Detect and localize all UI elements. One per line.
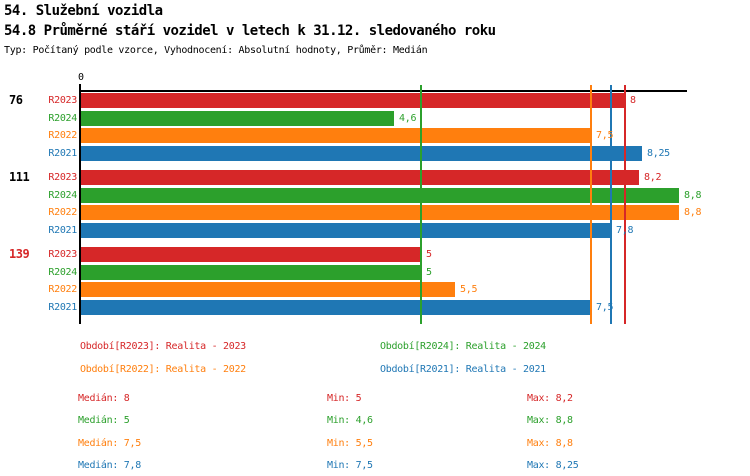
bar-series-label: R2023 (48, 95, 77, 106)
bar (81, 300, 591, 315)
bar-series-label: R2022 (48, 284, 77, 295)
bar-series-label: R2024 (48, 113, 77, 124)
bar-value-label: 8 (630, 95, 636, 106)
stat-min-r2021: Min: 7,5 (327, 460, 373, 471)
stat-median-r2022: Medián: 7,5 (78, 438, 141, 449)
legend-item-r2023: Období[R2023]: Realita - 2023 (80, 341, 246, 352)
bar-value-label: 7,5 (596, 130, 614, 141)
bar-value-label: 8,25 (647, 148, 670, 159)
bar (81, 223, 611, 238)
x-axis-zero-label: 0 (77, 72, 85, 83)
bar-series-label: R2023 (48, 249, 77, 260)
report-title-line1: 54. Služební vozidla (4, 3, 163, 19)
stat-max-r2021: Max: 8,25 (527, 460, 579, 471)
bar-series-label: R2021 (48, 302, 77, 313)
bar-series-label: R2024 (48, 267, 77, 278)
bar-series-label: R2021 (48, 148, 77, 159)
bar-series-label: R2024 (48, 190, 77, 201)
bar-value-label: 8,8 (684, 190, 702, 201)
bar-value-label: 5 (426, 249, 432, 260)
bar-series-label: R2022 (48, 207, 77, 218)
group-label: 76 (9, 93, 23, 107)
bar-series-label: R2021 (48, 225, 77, 236)
stat-max-r2022: Max: 8,8 (527, 438, 573, 449)
bar-series-label: R2022 (48, 130, 77, 141)
legend-item-r2022: Období[R2022]: Realita - 2022 (80, 364, 246, 375)
bar-value-label: 8,2 (644, 172, 662, 183)
median-line-r2023 (624, 85, 626, 324)
legend-item-r2021: Období[R2021]: Realita - 2021 (380, 364, 546, 375)
stat-min-r2023: Min: 5 (327, 393, 362, 404)
bar (81, 146, 642, 161)
bar (81, 265, 421, 280)
bar (81, 170, 639, 185)
stat-median-r2023: Medián: 8 (78, 393, 130, 404)
stat-median-r2024: Medián: 5 (78, 415, 130, 426)
bar-value-label: 7,8 (616, 225, 634, 236)
stat-max-r2024: Max: 8,8 (527, 415, 573, 426)
bar-value-label: 8,8 (684, 207, 702, 218)
group-label: 139 (9, 247, 30, 261)
y-axis-line (79, 84, 81, 324)
report-title-line2: 54.8 Průměrné stáří vozidel v letech k 3… (4, 23, 496, 39)
bar (81, 282, 455, 297)
x-axis-line (79, 90, 687, 92)
bar (81, 205, 679, 220)
legend-item-r2024: Období[R2024]: Realita - 2024 (380, 341, 546, 352)
bar-value-label: 7,5 (596, 302, 614, 313)
group-label: 111 (9, 170, 30, 184)
stat-min-r2024: Min: 4,6 (327, 415, 373, 426)
bar-value-label: 5,5 (460, 284, 478, 295)
bar-value-label: 5 (426, 267, 432, 278)
report-subtitle: Typ: Počítaný podle vzorce, Vyhodnocení:… (4, 45, 428, 56)
stat-max-r2023: Max: 8,2 (527, 393, 573, 404)
stat-median-r2021: Medián: 7,8 (78, 460, 141, 471)
bar-value-label: 4,6 (399, 113, 417, 124)
bar-series-label: R2023 (48, 172, 77, 183)
bar (81, 188, 679, 203)
bar (81, 93, 625, 108)
median-line-r2022 (590, 85, 592, 324)
stat-min-r2022: Min: 5,5 (327, 438, 373, 449)
bar (81, 247, 421, 262)
bar (81, 111, 394, 126)
median-line-r2024 (420, 85, 422, 324)
median-line-r2021 (610, 85, 612, 324)
bar (81, 128, 591, 143)
